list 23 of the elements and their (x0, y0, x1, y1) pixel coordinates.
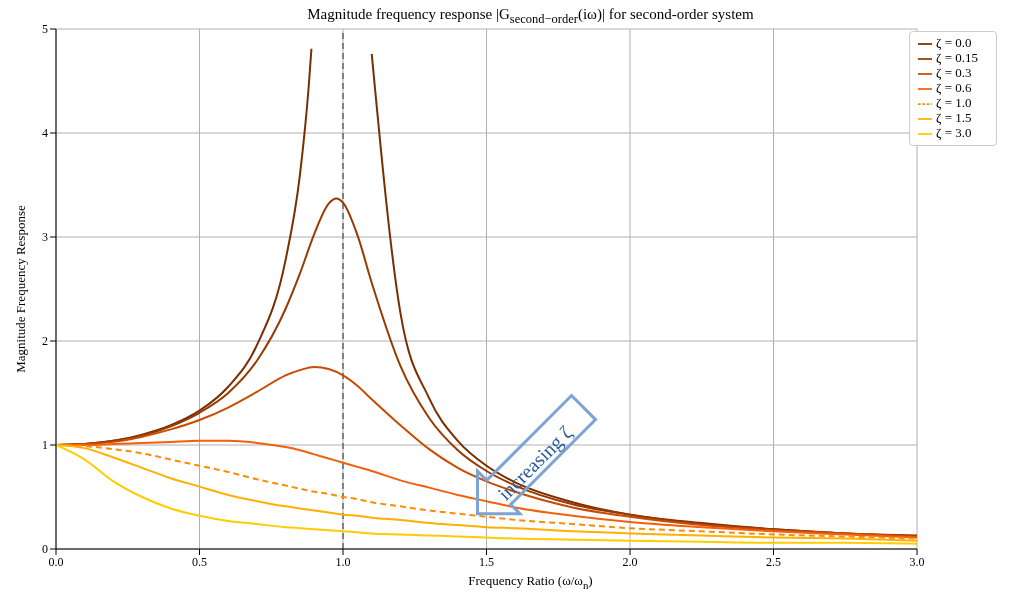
x-axis-title: Frequency Ratio (ω/ω$_{n}$) (467, 573, 594, 591)
legend-label: ζ = 3.0 (936, 125, 972, 141)
x-tick-label: 0.5 (192, 554, 208, 569)
x-tick-label: 0.0 (48, 554, 64, 569)
y-tick-label: 2 (42, 334, 48, 349)
x-tick-label: 2.5 (766, 554, 782, 569)
y-tick-label: 5 (42, 22, 48, 37)
legend-label: ζ = 0.6 (936, 80, 972, 96)
x-tick-label: 1.0 (335, 554, 351, 569)
x-tick-label: 1.5 (479, 554, 495, 569)
legend-label: ζ = 1.0 (936, 95, 972, 111)
y-tick-label: 0 (42, 542, 48, 557)
y-axis-title: Magnitude Frequency Response (12, 205, 28, 373)
y-tick-label: 3 (42, 230, 48, 245)
legend-label: ζ = 0.15 (936, 50, 978, 66)
chart-title: Magnitude frequency response |G$_{second−order}$(iω)| for second-order system (306, 6, 755, 26)
legend-label: ζ = 1.5 (936, 110, 972, 126)
y-tick-label: 1 (42, 438, 48, 453)
x-tick-label: 2.0 (622, 554, 638, 569)
y-tick-label: 4 (42, 126, 48, 141)
legend-label: ζ = 0.3 (936, 65, 972, 81)
legend-label: ζ = 0.0 (936, 35, 972, 50)
x-tick-label: 3.0 (909, 554, 925, 569)
